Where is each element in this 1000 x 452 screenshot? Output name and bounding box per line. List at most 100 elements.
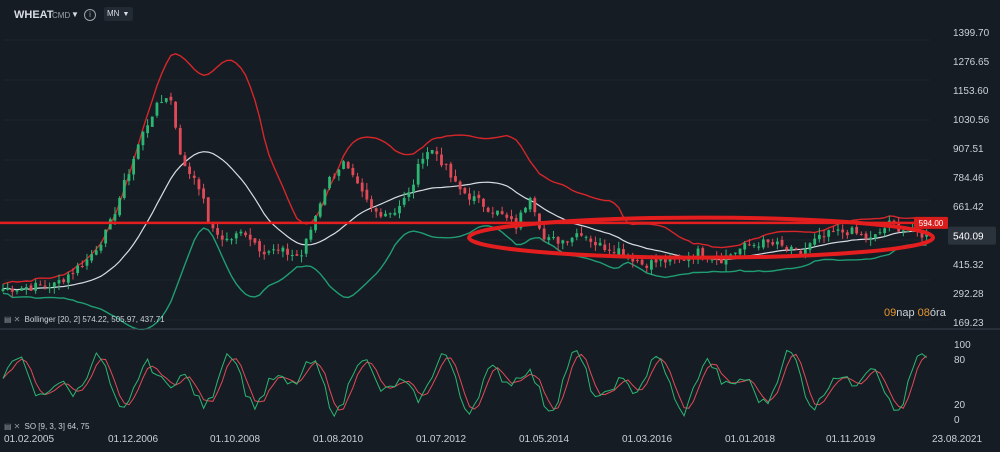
candle-body — [542, 228, 546, 240]
candle-body — [817, 234, 821, 240]
candle-body — [90, 254, 94, 261]
candle-body — [780, 239, 784, 246]
time-tick-label: 01.05.2014 — [519, 434, 569, 445]
symbol-label[interactable]: WHEAT — [14, 9, 54, 21]
candle-body — [1, 288, 5, 292]
candle-body — [831, 230, 835, 232]
candle-body — [332, 176, 336, 178]
candle-body — [850, 227, 854, 234]
price-tick-label: 1030.56 — [953, 115, 990, 126]
candle-body — [472, 196, 476, 202]
candle-body — [318, 203, 322, 217]
candle-body — [150, 116, 154, 127]
candle-body — [393, 212, 397, 215]
time-tick-label: 23.08.2021 — [932, 434, 982, 445]
timeframe-select[interactable]: MN ▼ — [104, 7, 133, 21]
candle-body — [99, 244, 103, 251]
candle-body — [617, 248, 621, 255]
countdown-days-unit: nap — [896, 307, 915, 319]
candle-body — [34, 282, 38, 291]
candle-body — [682, 259, 686, 261]
candle-body — [309, 229, 313, 240]
stochastic-legend[interactable]: ▤ ✕ SO [9, 3, 3] 64, 75 — [4, 422, 89, 431]
candle-body — [575, 233, 579, 238]
candle-body — [901, 230, 905, 232]
candle-body — [519, 212, 523, 229]
candle-body — [15, 290, 19, 292]
candle-body — [416, 164, 420, 185]
candle-body — [552, 237, 555, 239]
candle-body — [10, 288, 14, 292]
candle-body — [556, 237, 560, 244]
price-tick-label: 1399.70 — [953, 28, 990, 39]
info-icon[interactable]: i — [84, 9, 96, 21]
candle-body — [239, 231, 243, 234]
candle-body — [500, 211, 504, 215]
candle-body — [752, 245, 756, 247]
time-tick-label: 01.11.2019 — [826, 434, 876, 445]
candle-body — [738, 248, 742, 255]
close-icon[interactable]: ✕ — [13, 422, 21, 431]
candle-body — [379, 212, 383, 217]
candle-body — [841, 229, 845, 233]
candle-body — [547, 237, 551, 241]
candle-body — [761, 239, 765, 248]
candle-body — [444, 163, 448, 165]
candle-body — [799, 250, 803, 254]
candle-body — [356, 176, 359, 184]
bollinger-name: Bollinger — [24, 315, 56, 324]
time-tick-label: 01.01.2018 — [725, 434, 775, 445]
candle-body — [24, 287, 28, 290]
bollinger-params: [20, 2] 574.22, 505.97, 437.71 — [57, 315, 165, 324]
candle-body — [822, 236, 826, 238]
close-icon[interactable]: ✕ — [13, 315, 21, 324]
grid — [3, 39, 930, 321]
candle-body — [463, 188, 467, 194]
candle-body — [337, 169, 341, 176]
oscillator-tick-label: 20 — [954, 400, 966, 411]
candle-body — [272, 249, 275, 251]
candle-body — [146, 125, 150, 134]
candle-body — [230, 239, 233, 241]
candle-body — [360, 182, 364, 192]
bollinger-legend[interactable]: ▤ ✕ Bollinger [20, 2] 574.22, 505.97, 437… — [4, 315, 165, 324]
candle-body — [435, 151, 439, 155]
candle-body — [426, 152, 429, 160]
oscillator-tick-label: 80 — [954, 355, 966, 366]
candle-body — [775, 241, 779, 245]
candle-body — [197, 179, 201, 190]
candle-body — [654, 258, 658, 263]
price-tick-label: 907.51 — [953, 144, 984, 155]
indicator-settings-icon[interactable]: ▤ — [4, 422, 12, 431]
stochastic-panel — [2, 349, 927, 418]
candle-body — [113, 214, 117, 221]
annotation-ellipse[interactable] — [467, 215, 936, 260]
indicator-settings-icon[interactable]: ▤ — [4, 315, 12, 324]
price-tick-label: 1153.60 — [953, 86, 989, 97]
candle-body — [52, 282, 56, 287]
candle-body — [62, 279, 66, 283]
candle-body — [248, 234, 252, 240]
candle-body — [136, 144, 140, 159]
candle-body — [276, 249, 280, 251]
candle-body — [650, 260, 653, 270]
candle-body — [864, 233, 868, 239]
last-price-tag-bg — [948, 226, 996, 245]
candle-body — [505, 214, 509, 218]
candle-body — [561, 240, 565, 244]
candle-body — [346, 162, 350, 169]
time-tick-label: 01.10.2008 — [210, 434, 260, 445]
candle-body — [771, 242, 775, 245]
candle-body — [48, 287, 52, 289]
candle-body — [538, 213, 541, 229]
candle-body — [183, 155, 187, 167]
candle-body — [141, 131, 145, 146]
candle-body — [20, 287, 24, 291]
candle-body — [664, 257, 667, 263]
candle-body — [202, 188, 205, 199]
candle-body — [365, 189, 369, 200]
candle-body — [878, 232, 882, 234]
candle-body — [449, 163, 453, 178]
symbol-dropdown-icon[interactable]: ▼ — [71, 10, 79, 19]
